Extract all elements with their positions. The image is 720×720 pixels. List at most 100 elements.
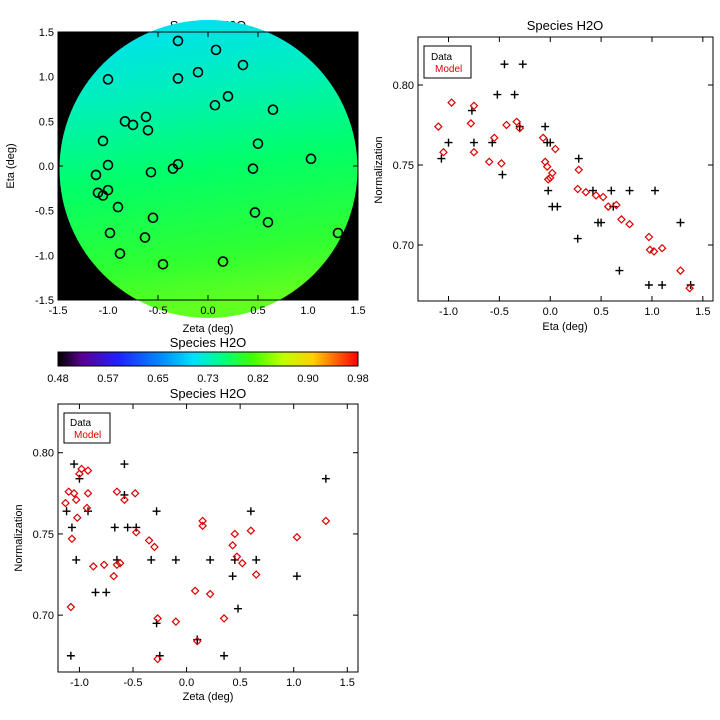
eta-model-point — [591, 191, 601, 200]
zeta-x-tick-label: -1.0 — [70, 677, 89, 689]
eta-model-point — [489, 133, 499, 143]
eta-x-axis: -1.0 -0.5 0.0 0.5 1.0 1.5 — [439, 37, 710, 318]
zeta-data-point — [292, 572, 301, 581]
eta-panel: Species H2O -1.0 -0.5 0.0 0.5 1.0 1.5 0.700.7… — [373, 18, 714, 333]
map-point — [90, 169, 102, 181]
colorbar-tick-label: 0.82 — [247, 373, 268, 385]
eta-data-point — [615, 266, 624, 275]
map-point — [140, 111, 152, 123]
eta-model-point — [612, 200, 621, 210]
eta-y-tick-label: 0.70 — [393, 240, 414, 252]
zeta-model-point — [77, 464, 86, 474]
zeta-model-point — [130, 488, 140, 498]
zeta-data-point — [206, 555, 215, 564]
map-point — [247, 163, 259, 174]
eta-data-point — [544, 186, 553, 195]
eta-model-point — [439, 147, 448, 157]
eta-data-point — [644, 281, 653, 289]
map-x-tick-label: 0.0 — [200, 305, 215, 317]
map-point — [262, 216, 274, 228]
map-x-tick-label: -1.0 — [99, 305, 118, 317]
eta-data-point — [573, 234, 582, 243]
zeta-x-tick-label: 1.5 — [340, 677, 355, 689]
eta-frame — [417, 36, 714, 302]
map-x-axis: -1.5 -1.0 -0.5 0.0 0.5 1.0 1.5 — [49, 32, 366, 317]
eta-model-point — [685, 283, 694, 293]
map-point — [97, 135, 109, 147]
eta-model-point — [469, 147, 479, 157]
zeta-title: Species H2O — [170, 386, 247, 401]
zeta-frame — [57, 403, 359, 673]
eta-data-point — [574, 154, 583, 163]
map-x-tick-label: 1.5 — [350, 305, 365, 317]
zeta-model-point — [67, 534, 77, 544]
eta-model-point — [497, 159, 506, 168]
zeta-legend: Data Model — [63, 412, 111, 444]
zeta-data-point — [70, 460, 79, 469]
map-point — [217, 256, 229, 267]
map-point — [102, 159, 114, 171]
map-y-tick-label: -1.0 — [35, 250, 54, 262]
eta-model-point — [545, 173, 555, 183]
zeta-y-tick-label: 0.80 — [33, 448, 54, 460]
zeta-model-point — [66, 602, 76, 612]
eta-x-tick-label: 1.5 — [695, 306, 710, 318]
zeta-model-series — [61, 464, 331, 664]
zeta-model-point — [83, 488, 93, 498]
map-point — [249, 207, 261, 218]
eta-legend-model: Model — [435, 64, 462, 75]
zeta-model-point — [237, 558, 247, 568]
zeta-model-point — [198, 516, 207, 526]
map-x-tick-label: -1.5 — [49, 305, 68, 317]
zeta-x-label: Zeta (deg) — [183, 691, 234, 703]
eta-data-point — [597, 218, 606, 227]
eta-data-point — [553, 202, 562, 211]
eta-data-point — [676, 218, 685, 227]
map-x-label: Zeta (deg) — [183, 323, 234, 335]
colorbar-scale — [57, 351, 359, 367]
map-point — [102, 184, 114, 196]
zeta-model-point — [64, 487, 74, 497]
eta-x-tick-label: 1.0 — [644, 306, 659, 318]
map-point — [209, 99, 221, 111]
zeta-data-point — [102, 588, 111, 597]
eta-data-point — [469, 138, 478, 147]
map-panel: Species H2O -1.5-1.0-0.50.00.51.01.5 -1.… — [5, 18, 366, 335]
eta-model-point — [617, 215, 626, 224]
eta-model-point — [515, 123, 525, 133]
eta-model-point — [542, 162, 552, 171]
zeta-model-point — [72, 513, 82, 523]
map-point — [139, 232, 151, 243]
map-point — [332, 227, 344, 239]
zeta-data-point — [66, 651, 75, 660]
eta-data-point — [518, 60, 527, 69]
zeta-data-point — [228, 572, 237, 581]
zeta-model-point — [321, 516, 331, 526]
map-y-label: Eta (deg) — [5, 143, 17, 188]
zeta-model-point — [292, 532, 302, 542]
zeta-model-point — [192, 636, 202, 646]
eta-model-point — [484, 157, 494, 167]
eta-model-point — [645, 245, 655, 255]
zeta-data-point — [246, 507, 255, 516]
zeta-data-point — [75, 474, 84, 483]
colorbar-tick-label: 0.48 — [47, 373, 68, 385]
eta-x-tick-label: -0.5 — [490, 306, 509, 318]
map-y-tick-label: -1.5 — [35, 295, 54, 307]
map-point — [114, 248, 126, 259]
zeta-data-point — [120, 490, 129, 499]
zeta-data-point — [321, 474, 330, 483]
zeta-data-point — [62, 507, 71, 516]
eta-model-series — [433, 98, 694, 293]
eta-model-point — [447, 98, 456, 107]
zeta-data-point — [147, 555, 156, 564]
zeta-model-point — [205, 589, 215, 599]
eta-model-point — [598, 192, 608, 202]
zeta-model-point — [99, 560, 109, 570]
zeta-x-tick-label: -0.5 — [124, 677, 143, 689]
colorbar-tick-label: 0.57 — [97, 373, 118, 385]
zeta-data-point — [234, 604, 242, 613]
eta-model-point — [625, 219, 634, 229]
eta-model-point — [433, 122, 443, 131]
